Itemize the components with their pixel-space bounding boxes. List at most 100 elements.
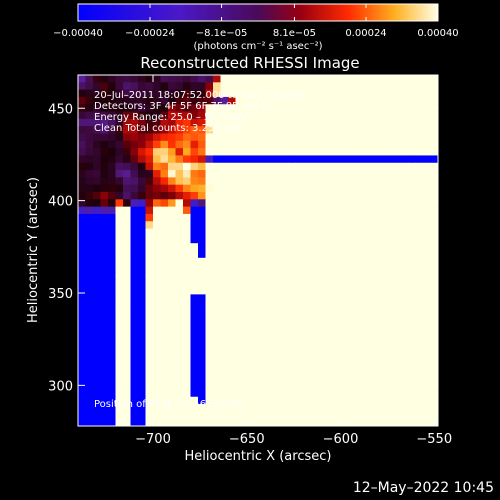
heatmap-cell: [295, 396, 304, 405]
heatmap-cell: [415, 111, 424, 120]
heatmap-cell: [288, 148, 296, 156]
heatmap-cell: [378, 228, 386, 237]
heatmap-cell: [385, 330, 394, 339]
heatmap-cell: [385, 184, 394, 193]
heatmap-cell: [145, 192, 154, 200]
heatmap-cell: [423, 411, 431, 420]
heatmap-cell: [175, 177, 184, 186]
heatmap-cell: [130, 294, 139, 303]
heatmap-cell: [78, 162, 86, 171]
heatmap-cell: [318, 89, 326, 98]
heatmap-cell: [415, 272, 424, 281]
heatmap-cell: [190, 184, 199, 193]
heatmap-cell: [220, 192, 229, 200]
heatmap-cell: [310, 352, 319, 361]
heatmap-cell: [333, 309, 341, 317]
heatmap-cell: [318, 309, 326, 317]
heatmap-cell: [190, 360, 199, 368]
heatmap-cell: [123, 235, 131, 244]
heatmap-cell: [415, 177, 424, 186]
heatmap-cell: [393, 404, 401, 412]
heatmap-cell: [243, 199, 251, 208]
heatmap-cell: [100, 206, 109, 215]
heatmap-cell: [130, 389, 139, 398]
heatmap-cell: [153, 133, 161, 142]
heatmap-cell: [115, 213, 124, 222]
heatmap-cell: [288, 338, 296, 346]
heatmap-cell: [123, 96, 131, 105]
heatmap-cell: [145, 389, 154, 398]
heatmap-cell: [265, 316, 274, 325]
heatmap-cell: [408, 118, 416, 127]
heatmap-cell: [250, 389, 259, 398]
heatmap-cell: [258, 367, 266, 376]
heatmap-cell: [423, 89, 431, 98]
heatmap-cell: [333, 338, 341, 346]
heatmap-cell: [100, 411, 109, 420]
heatmap-cell: [235, 104, 244, 112]
heatmap-cell: [235, 96, 244, 105]
heatmap-cell: [243, 192, 251, 200]
heatmap-cell: [220, 279, 229, 288]
heatmap-cell: [205, 140, 214, 149]
heatmap-cell: [408, 367, 416, 376]
heatmap-cell: [430, 111, 439, 120]
heatmap-cell: [250, 162, 259, 171]
heatmap-cell: [430, 382, 439, 390]
heatmap-cell: [423, 404, 431, 412]
heatmap-cell: [205, 148, 214, 156]
heatmap-cell: [198, 184, 206, 193]
heatmap-cell: [213, 162, 221, 171]
heatmap-cell: [205, 352, 214, 361]
heatmap-cell: [160, 294, 169, 303]
heatmap-cell: [415, 140, 424, 149]
heatmap-cell: [123, 126, 131, 134]
heatmap-cell: [160, 228, 169, 237]
heatmap-cell: [213, 309, 221, 317]
heatmap-cell: [228, 199, 236, 208]
heatmap-cell: [295, 323, 304, 332]
heatmap-cell: [108, 213, 116, 222]
heatmap-cell: [160, 323, 169, 332]
heatmap-cell: [340, 345, 349, 354]
heatmap-cell: [228, 374, 236, 383]
heatmap-cell: [138, 287, 146, 295]
heatmap-cell: [100, 243, 109, 251]
heatmap-cell: [303, 367, 311, 376]
heatmap-cell: [213, 272, 221, 281]
heatmap-cell: [363, 162, 371, 171]
heatmap-cell: [348, 104, 356, 112]
heatmap-cell: [310, 126, 319, 134]
heatmap-cell: [333, 367, 341, 376]
heatmap-cell: [235, 389, 244, 398]
heatmap-cell: [288, 404, 296, 412]
heatmap-cell: [183, 184, 191, 193]
heatmap-cell: [265, 133, 274, 142]
heatmap-cell: [258, 192, 266, 200]
heatmap-cell: [400, 75, 409, 83]
heatmap-cell: [400, 257, 409, 266]
heatmap-cell: [385, 243, 394, 251]
heatmap-cell: [168, 213, 176, 222]
heatmap-cell: [100, 309, 109, 317]
heatmap-cell: [235, 155, 244, 164]
heatmap-cell: [175, 309, 184, 317]
heatmap-cell: [228, 360, 236, 368]
heatmap-cell: [115, 382, 124, 390]
heatmap-cell: [250, 104, 259, 112]
heatmap-cell: [370, 382, 379, 390]
heatmap-cell: [318, 411, 326, 420]
heatmap-cell: [393, 338, 401, 346]
heatmap-cell: [183, 192, 191, 200]
heatmap-cell: [340, 396, 349, 405]
heatmap-cell: [265, 75, 274, 83]
heatmap-cell: [153, 170, 161, 178]
heatmap-cell: [243, 235, 251, 244]
heatmap-cell: [340, 352, 349, 361]
heatmap-cell: [318, 382, 326, 390]
heatmap-cell: [243, 177, 251, 186]
heatmap-cell: [153, 411, 161, 420]
heatmap-cell: [85, 389, 94, 398]
heatmap-cell: [220, 133, 229, 142]
heatmap-cell: [295, 199, 304, 208]
